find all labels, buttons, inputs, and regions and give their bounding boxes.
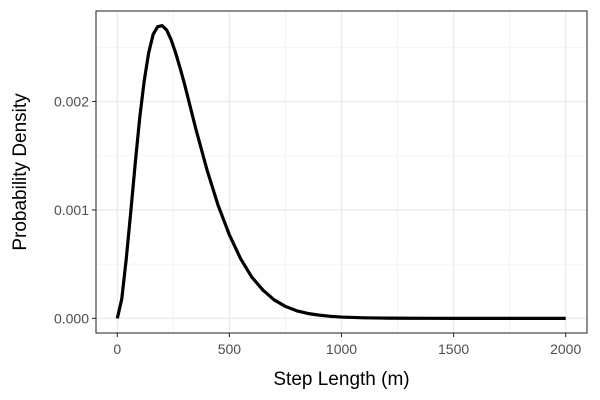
y-tick-label: 0.002 — [54, 94, 89, 110]
x-tick-label: 1000 — [326, 341, 357, 357]
density-curve — [115, 24, 566, 320]
y-tick-label: 0.000 — [54, 310, 89, 326]
y-tick-label: 0.001 — [54, 202, 89, 218]
major-gridlines — [96, 11, 587, 333]
y-axis: 0.000 0.001 0.002 — [54, 94, 96, 326]
y-axis-title: Probability Density — [10, 93, 31, 251]
x-tick-label: 2000 — [550, 341, 581, 357]
x-axis: 0 500 1000 1500 2000 — [113, 333, 581, 357]
series-layer — [115, 24, 566, 320]
x-axis-title: Step Length (m) — [273, 369, 409, 390]
x-tick-label: 0 — [113, 341, 121, 357]
x-tick-label: 1500 — [438, 341, 469, 357]
x-tick-label: 500 — [218, 341, 242, 357]
